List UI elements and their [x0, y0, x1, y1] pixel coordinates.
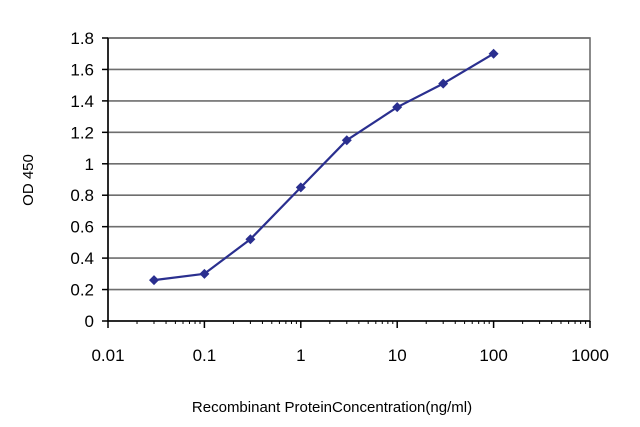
data-point-5	[392, 102, 403, 113]
y-tick-label: 1.8	[70, 29, 94, 48]
y-tick-label: 1.2	[70, 123, 94, 142]
data-point-1	[199, 268, 210, 279]
y-tick-label: 0	[85, 312, 94, 331]
data-series	[148, 48, 499, 286]
x-tick-label: 10	[388, 346, 407, 365]
data-point-3	[295, 182, 306, 193]
x-tick-label: 1000	[571, 346, 609, 365]
y-tick-label: 1	[85, 155, 94, 174]
x-tick-label: 1	[296, 346, 305, 365]
y-tick-label: 0.4	[70, 249, 94, 268]
x-axis-label: Recombinant ProteinConcentration(ng/ml)	[192, 399, 472, 416]
tick-labels: 0 0.2 0.4 0.6 0.8 1 1.2 1.4 1.6 1.8 0.01 0.1 1 10 100 1…	[70, 29, 609, 365]
y-axis-label: OD 450	[20, 154, 37, 206]
data-point-0	[148, 275, 159, 286]
x-tick-label: 0.01	[91, 346, 124, 365]
data-point-4	[341, 135, 352, 146]
y-tick-label: 1.6	[70, 60, 94, 79]
x-tick-label: 0.1	[193, 346, 217, 365]
data-point-2	[245, 234, 256, 245]
y-tick-label: 0.8	[70, 186, 94, 205]
x-tick-label: 100	[479, 346, 507, 365]
y-tick-label: 0.6	[70, 218, 94, 237]
axes	[102, 37, 591, 328]
y-tick-label: 1.4	[70, 92, 94, 111]
data-point-7	[488, 48, 499, 59]
y-tick-label: 0.2	[70, 281, 94, 300]
series-line-0	[153, 52, 495, 282]
grid-lines	[108, 37, 590, 291]
plot-frame	[107, 37, 591, 322]
data-point-6	[438, 78, 449, 89]
